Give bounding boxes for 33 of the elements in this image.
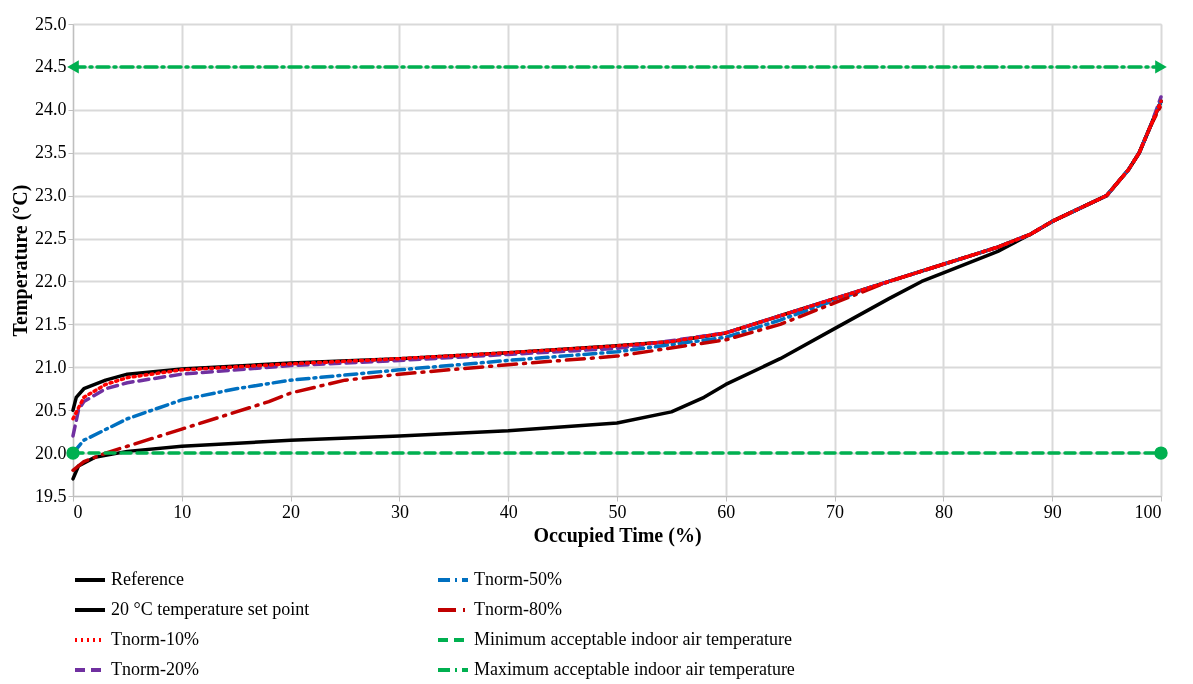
y-tick-label: 20.0	[35, 442, 67, 463]
x-tick-label: 40	[499, 501, 518, 522]
y-tick-label: 23.5	[35, 142, 67, 163]
y-tick-label: 23.0	[35, 185, 67, 206]
y-axis-title: Temperature (°C)	[9, 184, 32, 337]
x-tick-label: 80	[934, 501, 953, 522]
legend-label: Minimum acceptable indoor air temperature	[474, 629, 792, 649]
x-tick-label: 100	[1134, 501, 1162, 522]
y-tick-label: 21.0	[35, 356, 67, 377]
y-tick-label: 25.0	[35, 13, 67, 34]
y-tick-label: 22.5	[35, 228, 67, 249]
x-tick-label: 50	[608, 501, 627, 522]
x-axis-title: Occupied Time (%)	[533, 523, 702, 547]
y-tick-label: 22.0	[35, 270, 67, 291]
x-tick-label: 0	[73, 501, 83, 522]
x-tick-label: 90	[1043, 501, 1062, 522]
x-tick-label: 10	[173, 501, 192, 522]
y-tick-label: 24.5	[35, 56, 67, 77]
legend-label: Tnorm-50%	[474, 569, 562, 589]
legend-label: Tnorm-20%	[111, 659, 199, 679]
x-tick-label: 30	[390, 501, 409, 522]
x-tick-label: 20	[282, 501, 301, 522]
y-tick-label: 24.0	[35, 99, 67, 120]
legend-label: Tnorm-80%	[474, 599, 562, 619]
legend-label: 20 °C temperature set point	[111, 599, 310, 619]
legend-label: Reference	[111, 569, 184, 589]
y-tick-label: 21.5	[35, 313, 67, 334]
y-tick-label: 20.5	[35, 399, 67, 420]
x-tick-label: 60	[717, 501, 736, 522]
legend-label: Tnorm-10%	[111, 629, 199, 649]
x-tick-label: 70	[826, 501, 845, 522]
y-tick-label: 19.5	[35, 485, 67, 506]
legend-label: Maximum acceptable indoor air temperature	[474, 659, 795, 679]
